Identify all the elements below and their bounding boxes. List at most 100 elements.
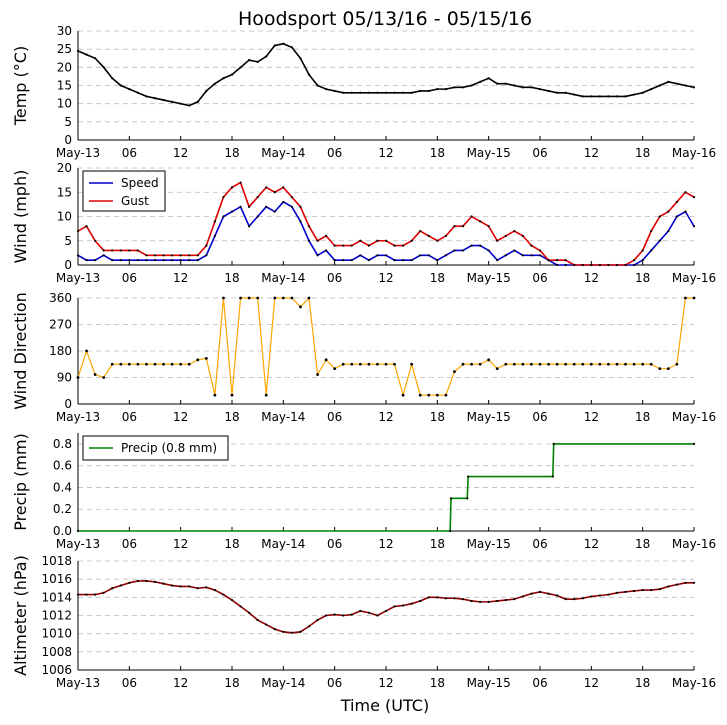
speed-point	[402, 259, 405, 262]
x-tick-label: 18	[635, 410, 650, 424]
direction-point	[145, 362, 148, 366]
x-tick-label: May-14	[261, 537, 305, 551]
direction-point	[299, 305, 302, 309]
direction-point	[307, 296, 311, 300]
gust-point	[256, 196, 259, 199]
temp-point	[624, 95, 627, 98]
speed-point	[94, 259, 97, 262]
x-tick-label: 12	[584, 410, 599, 424]
gust-point	[598, 263, 601, 267]
y-tick-label: 180	[49, 344, 72, 358]
x-tick-label: 12	[378, 271, 393, 285]
speed-point	[196, 259, 199, 262]
x-tick-label: 06	[532, 271, 547, 285]
altimeter-point	[581, 597, 584, 600]
temp-point	[162, 98, 165, 102]
temp-point	[384, 91, 388, 94]
speed-point	[128, 259, 131, 262]
x-tick-label: 12	[173, 537, 188, 551]
speed-point	[650, 249, 653, 252]
gust-point	[376, 239, 379, 242]
altimeter-point	[692, 581, 696, 584]
x-tick-label: 18	[430, 146, 445, 160]
direction-point	[427, 393, 431, 397]
altimeter-point	[307, 625, 311, 628]
y-axis-label: Temp (°C)	[11, 46, 30, 126]
gust-point	[119, 249, 122, 252]
speed-point	[393, 259, 396, 262]
temp-point	[316, 84, 319, 87]
speed-point	[504, 254, 507, 257]
direction-point	[564, 362, 568, 366]
direction-point	[93, 373, 97, 376]
altimeter-point	[641, 588, 644, 592]
altimeter-point	[667, 585, 670, 588]
temp-point	[573, 93, 576, 96]
temperature-panel: 0 5 10 15 20 25 30 May-13 06 12 18 May-14 06 12 18 May-…	[11, 24, 716, 160]
gust-point	[658, 215, 661, 218]
precip-point	[552, 442, 555, 445]
altimeter-point	[504, 598, 507, 602]
temp-point	[658, 84, 661, 87]
altimeter-point	[461, 598, 465, 601]
x-tick-label: 18	[430, 410, 445, 424]
temp-point	[684, 84, 687, 87]
temp-point	[402, 91, 405, 94]
direction-point	[418, 393, 422, 397]
gust-point	[342, 244, 345, 247]
direction-point	[136, 362, 140, 366]
gust-point	[171, 254, 174, 257]
gust-point	[684, 191, 687, 194]
altimeter-point	[205, 586, 208, 589]
direction-point	[324, 358, 328, 362]
altimeter-point	[547, 592, 550, 595]
direction-point	[641, 362, 645, 366]
direction-point	[530, 362, 533, 366]
gust-point	[444, 234, 447, 237]
temp-point	[641, 91, 644, 94]
temp-point	[590, 95, 593, 98]
temp-point	[222, 77, 225, 80]
gust-point	[675, 200, 678, 204]
altimeter-point	[359, 609, 362, 613]
gust-point	[85, 225, 88, 228]
altimeter-point	[333, 613, 336, 616]
y-tick-label: 25	[57, 42, 72, 56]
gust-point	[359, 239, 362, 242]
gust-point	[248, 205, 251, 208]
speed-point	[376, 254, 379, 257]
altimeter-point	[136, 579, 139, 583]
y-axis-label: Wind Direction	[11, 292, 30, 410]
gust-point	[76, 229, 80, 233]
x-tick-label: May-16	[672, 676, 716, 690]
direction-point	[435, 393, 439, 397]
altimeter-point	[111, 587, 114, 590]
x-tick-label: 18	[430, 271, 445, 285]
y-tick-label: 1016	[41, 572, 72, 586]
x-tick-label: 06	[327, 676, 342, 690]
gust-point	[239, 181, 242, 184]
altimeter-point	[153, 580, 157, 583]
x-tick-label: 06	[327, 271, 342, 285]
direction-point	[110, 362, 114, 366]
gust-point	[222, 196, 225, 199]
temp-point	[581, 95, 584, 98]
temp-point	[188, 104, 191, 107]
speed-point	[641, 259, 644, 262]
speed-point	[410, 259, 413, 262]
temp-point	[513, 84, 516, 87]
speed-point	[333, 259, 336, 262]
temp-point	[94, 57, 97, 60]
direction-point	[290, 296, 294, 300]
y-tick-label: 0	[64, 397, 72, 411]
gust-point	[538, 249, 542, 252]
altimeter-point	[94, 593, 97, 596]
altimeter-point	[496, 599, 499, 603]
direction-point	[615, 362, 619, 366]
speed-point	[658, 239, 661, 242]
gust-point	[581, 263, 584, 267]
direction-point	[624, 362, 627, 366]
direction-point	[281, 296, 285, 300]
direction-point	[607, 362, 610, 366]
temp-point	[119, 84, 122, 87]
